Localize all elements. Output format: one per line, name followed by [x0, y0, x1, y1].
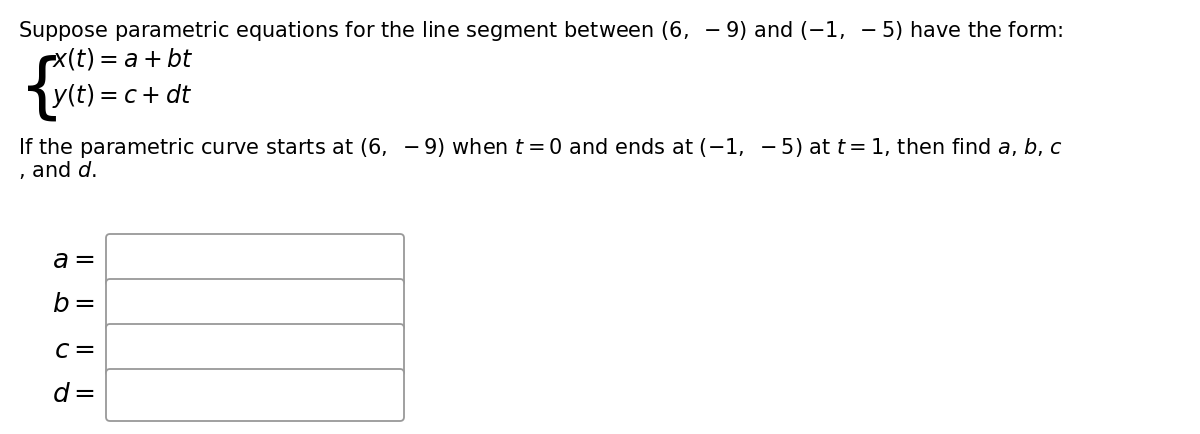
Text: $c =$: $c =$ — [54, 338, 95, 362]
Text: $y(t) = c + dt$: $y(t) = c + dt$ — [52, 82, 192, 110]
Text: $x(t) = a + bt$: $x(t) = a + bt$ — [52, 46, 193, 72]
Text: If the parametric curve starts at $(6,\ -9)$ when $t = 0$ and ends at $(-1,\ -5): If the parametric curve starts at $(6,\ … — [18, 136, 1063, 160]
Text: $b =$: $b =$ — [52, 293, 95, 318]
Text: Suppose parametric equations for the line segment between $(6,\ -9)$ and $(-1,\ : Suppose parametric equations for the lin… — [18, 19, 1063, 43]
FancyBboxPatch shape — [106, 324, 404, 376]
Text: $\{$: $\{$ — [18, 54, 56, 124]
Text: $a =$: $a =$ — [53, 247, 95, 273]
FancyBboxPatch shape — [106, 234, 404, 286]
FancyBboxPatch shape — [106, 369, 404, 421]
Text: , and $d$.: , and $d$. — [18, 159, 97, 181]
FancyBboxPatch shape — [106, 279, 404, 331]
Text: $d =$: $d =$ — [52, 382, 95, 408]
